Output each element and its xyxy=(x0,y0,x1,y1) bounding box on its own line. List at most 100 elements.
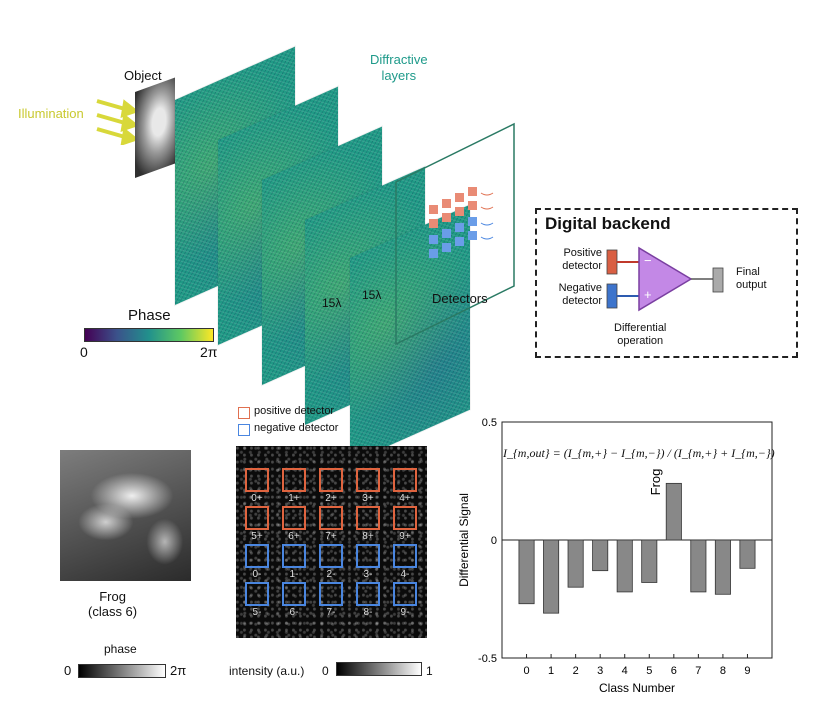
bar-class-9 xyxy=(739,539,756,569)
x-tick-label: 3 xyxy=(597,665,603,677)
positive-detector-box xyxy=(282,506,306,530)
x-tick-label: 8 xyxy=(720,665,726,677)
positive-detector-box xyxy=(319,506,343,530)
negative-detector-box xyxy=(356,544,380,568)
bar-class-3 xyxy=(592,539,609,572)
positive-detector-box xyxy=(245,506,269,530)
phase-bw-colorbar-min: 0 xyxy=(64,663,72,678)
intensity-colorbar-min: 0 xyxy=(322,664,329,678)
negative-detector-label: 6- xyxy=(289,607,299,618)
negative-detector-label: 3- xyxy=(363,569,373,580)
legend-positive-label: positive detector xyxy=(254,405,335,417)
positive-detector-label: 3+ xyxy=(362,493,374,504)
object-image xyxy=(135,77,175,178)
positive-detector-box xyxy=(319,468,343,492)
negative-detector-box xyxy=(319,582,343,606)
chart-formula: I_{m,out} = (I_{m,+} − I_{m,−}) / (I_{m,… xyxy=(503,446,775,460)
bar-class-2 xyxy=(567,539,584,588)
negative-detector-label: 0- xyxy=(252,569,262,580)
positive-detector-label: 9+ xyxy=(399,531,411,542)
positive-detector-label: 8+ xyxy=(362,531,374,542)
positive-detector-box xyxy=(393,506,417,530)
final-output-icon xyxy=(712,267,724,293)
phase-colorbar-max: 2π xyxy=(200,344,218,360)
negative-detector-label: 9- xyxy=(400,607,410,618)
positive-detector-label: 7+ xyxy=(325,531,337,542)
positive-detector-label: 0+ xyxy=(251,493,263,504)
negative-detector-box xyxy=(319,544,343,568)
frog-caption: Frog (class 6) xyxy=(88,589,138,619)
detector-plane xyxy=(395,122,515,346)
dim-label-1: 15λ xyxy=(322,296,342,310)
legend-negative-swatch xyxy=(238,424,250,436)
phase-bw-colorbar-max: 2π xyxy=(170,663,187,678)
x-tick-label: 6 xyxy=(671,665,677,677)
final-output-label: Final output xyxy=(736,266,767,291)
x-tick-label: 4 xyxy=(622,665,628,677)
positive-detector-label: 6+ xyxy=(288,531,300,542)
negative-detector-label: 1- xyxy=(289,569,299,580)
negative-detector-box xyxy=(356,582,380,606)
bar-class-7 xyxy=(690,539,707,593)
x-tick-label: 9 xyxy=(744,665,750,677)
intensity-colorbar-title: intensity (a.u.) xyxy=(229,664,305,678)
bar-class-6 xyxy=(665,482,682,541)
negative-detector-box xyxy=(245,544,269,568)
x-axis-label: Class Number xyxy=(599,681,675,695)
negative-detector-label: 8- xyxy=(363,607,373,618)
intensity-colorbar-max: 1 xyxy=(426,664,433,678)
negative-detector-box xyxy=(393,582,417,606)
differential-operation-label: Differential operation xyxy=(614,322,667,347)
negative-detector-label: 4- xyxy=(400,569,410,580)
positive-detector-label: 1+ xyxy=(288,493,300,504)
differential-signal-chart: 0.5 0 -0.5 0 1 2 3 4 5 6 Frog 7 8 9 Class Number Differ… xyxy=(457,417,773,695)
differential-circuit-diagram xyxy=(606,246,724,312)
bar-class-0 xyxy=(518,539,535,605)
digital-backend-panel xyxy=(535,208,798,358)
intensity-colorbar xyxy=(336,662,422,676)
detector-intensity-image: 0+ 1+ 2+ 3+ 4+ 5+ 6+ 7+ 8+ 9+ 0- 1- 2- 3- 4- 5- 6- 7- 8- 9- xyxy=(236,446,427,638)
y-tick-label: 0 xyxy=(491,535,497,547)
detectors-label: Detectors xyxy=(432,291,488,306)
phase-colorbar-min: 0 xyxy=(80,344,88,360)
positive-detector-label: Positive detector xyxy=(562,247,602,272)
phase-bw-colorbar xyxy=(78,664,166,678)
positive-detector-label: 5+ xyxy=(251,531,263,542)
positive-detector-icon xyxy=(606,249,618,275)
positive-detector-box xyxy=(356,506,380,530)
negative-detector-box xyxy=(282,582,306,606)
dim-label-2: 15λ xyxy=(362,288,382,302)
bar-class-1 xyxy=(543,539,560,614)
x-tick-label: 7 xyxy=(695,665,701,677)
legend-negative-label: negative detector xyxy=(254,422,339,434)
phase-colorbar-title: Phase xyxy=(128,307,171,324)
diffractive-layers-label: Diffractive layers xyxy=(370,52,428,83)
opamp-plus-sign: + xyxy=(644,287,652,302)
bar-annotation: Frog xyxy=(648,469,663,496)
y-axis-label: Differential Signal xyxy=(457,493,471,587)
illumination-arrows-icon xyxy=(96,99,137,145)
detectors-array-icon xyxy=(429,187,494,258)
positive-detector-box xyxy=(282,468,306,492)
negative-detector-box xyxy=(393,544,417,568)
x-tick-label: 2 xyxy=(573,665,579,677)
frog-image xyxy=(60,450,191,581)
bar-class-5 xyxy=(641,539,658,583)
negative-detector-label: 2- xyxy=(326,569,336,580)
y-tick-label: 0.5 xyxy=(482,417,497,429)
x-tick-label: 1 xyxy=(548,665,554,677)
negative-detector-label: Negative detector xyxy=(558,282,602,307)
legend-positive-swatch xyxy=(238,407,250,419)
positive-detector-box xyxy=(245,468,269,492)
phase-colorbar xyxy=(84,328,214,342)
x-tick-label: 0 xyxy=(523,665,529,677)
phase-bw-colorbar-title: phase xyxy=(104,642,137,656)
bar-class-4 xyxy=(616,539,633,593)
x-tick-label: 5 xyxy=(646,665,652,677)
negative-detector-icon xyxy=(606,283,618,309)
negative-detector-box xyxy=(245,582,269,606)
positive-detector-label: 4+ xyxy=(399,493,411,504)
digital-backend-title: Digital backend xyxy=(545,214,671,233)
object-label: Object xyxy=(124,68,162,83)
opamp-icon xyxy=(638,246,693,312)
